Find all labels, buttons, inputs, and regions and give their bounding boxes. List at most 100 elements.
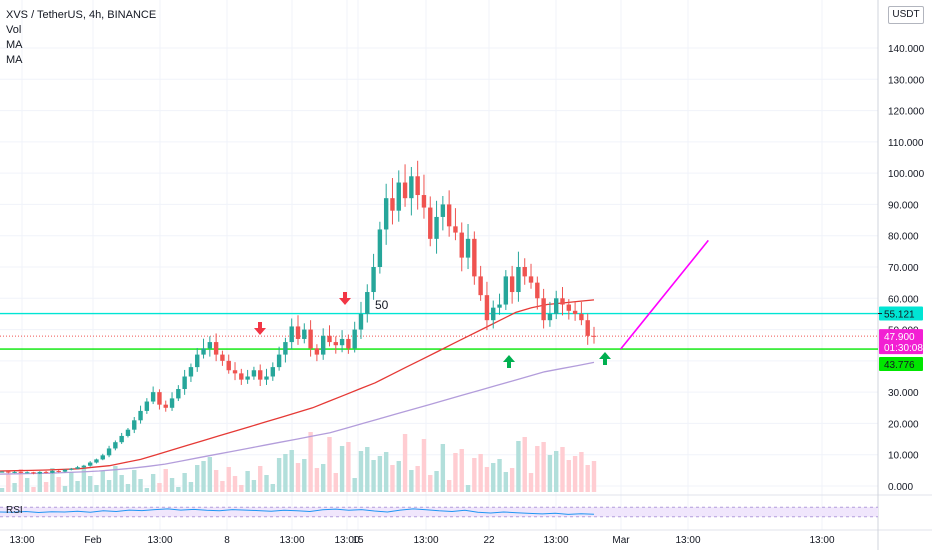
red-down-arrow[interactable] [339,292,351,305]
volume-bar [522,437,527,492]
volume-bar [207,457,213,492]
currency-button[interactable]: USDT [888,6,924,24]
volume-bar [201,461,206,492]
annotation-50: 50 [375,298,389,312]
volume-bar [478,454,483,492]
volume-bar [421,439,427,492]
legend-ma-2[interactable]: MA [6,54,23,66]
candle-body [446,204,452,227]
volume-bar [258,466,263,492]
volume-bar [0,488,5,492]
level-tag-green: 43.776 [879,357,923,372]
candle-body [125,429,131,436]
red-down-arrow[interactable] [254,322,266,335]
candle-body [484,295,490,321]
candle-body [69,468,74,470]
x-tick-label: 13:00 [413,535,438,546]
volume-bar [182,473,187,492]
x-tick-label: 13:00 [147,535,172,546]
candle-body [251,370,257,377]
x-tick-label: 13:00 [279,535,304,546]
green-up-arrow[interactable] [503,355,515,368]
ma-red-line [0,299,595,472]
arrow-annotations[interactable] [254,292,611,368]
price-axis[interactable]: 0.00010.00020.00030.00040.00060.00070.00… [888,44,925,493]
volume-bar [428,475,433,492]
candle-body [314,348,320,355]
ma-purple-line [0,361,595,475]
volume-bar [497,459,502,492]
rsi-band [0,507,878,517]
candle-body [295,326,301,339]
moving-averages [0,299,595,475]
candle-body [31,472,36,474]
volume-bar [453,453,458,492]
candle-body [213,342,219,355]
trend-line[interactable] [620,239,709,350]
legend-ma-1[interactable]: MA [6,39,23,51]
volume-bar [509,468,515,492]
candle-body [320,335,326,355]
y-tick-label: 0.000 [888,482,913,493]
volume-bar [446,480,452,492]
candle-body [585,320,590,336]
svg-text:01:30:08: 01:30:08 [884,343,923,354]
volume-bar [113,466,118,492]
y-tick-label: 130.000 [888,75,925,86]
candle-body [333,342,338,346]
volume-bar [503,472,509,492]
candle-body [346,338,351,349]
symbol-title[interactable]: XVS / TetherUS, 4h, BINANCE [6,9,157,21]
candle-body [12,471,17,473]
volume-bars [0,432,597,492]
volume-bar [383,452,389,492]
volume-bar [226,467,231,492]
candle-body [465,238,471,258]
candle-body [75,467,80,469]
volume-bar [75,481,80,492]
volume-bar [566,460,572,492]
volume-bar [138,479,143,492]
candle-body [402,182,408,199]
volume-bar [119,475,124,492]
volume-bar [390,465,395,492]
y-tick-label: 80.000 [888,232,919,243]
volume-bar [302,459,307,492]
candle-body [472,238,477,277]
candle-body [365,292,370,314]
candle-body [327,335,332,343]
volume-bar [163,469,168,492]
volume-bar [239,485,244,492]
volume-bar [459,449,464,492]
candle-body [308,329,313,349]
volume-bar [591,461,597,492]
candlesticks [0,160,597,475]
chart-legend: XVS / TetherUS, 4h, BINANCE Vol MA MA [6,8,156,68]
candle-body [232,370,238,374]
volume-bar [18,469,24,492]
candle-body [503,276,509,305]
volume-bar [87,476,93,492]
candle-body [106,448,112,456]
candle-body [163,404,168,408]
legend-vol[interactable]: Vol [6,24,22,36]
candle-body [239,373,244,380]
volume-bar [251,480,257,492]
volume-bar [541,442,546,492]
rsi-line [0,508,595,515]
volume-bar [358,451,364,492]
y-tick-label: 30.000 [888,388,919,399]
volume-bar [81,467,87,492]
candle-body [264,376,269,380]
candle-body [289,326,294,343]
green-up-arrow[interactable] [599,352,611,365]
volume-bar [169,478,175,492]
magenta-trend-line[interactable] [620,239,709,350]
volume-bar [188,482,194,492]
volume-bar [396,461,401,492]
y-tick-label: 60.000 [888,294,919,305]
candle-body [43,471,49,473]
volume-bar [62,486,68,492]
